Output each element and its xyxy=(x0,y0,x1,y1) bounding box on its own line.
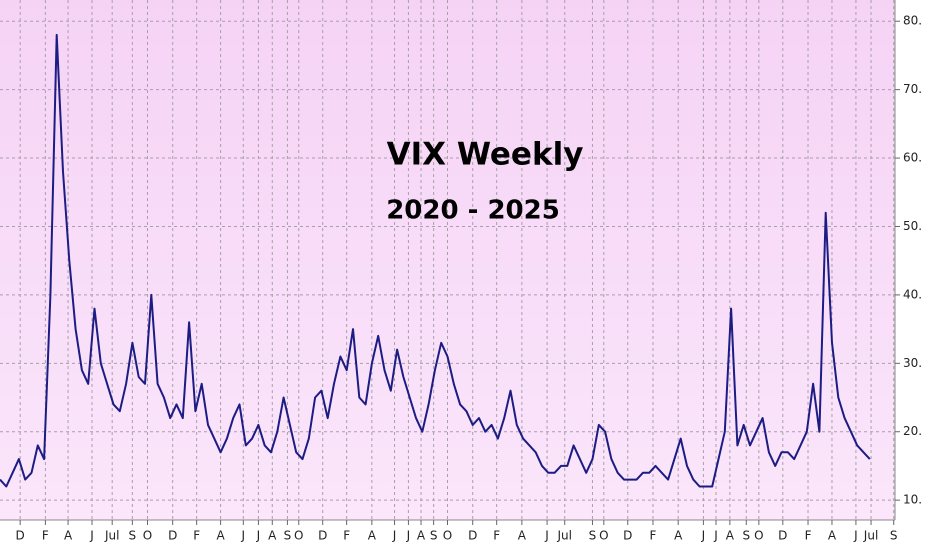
x-tick-label: A xyxy=(726,529,735,543)
y-tick-label: 30. xyxy=(903,356,922,370)
x-tick-label: S xyxy=(589,529,597,543)
y-tick-label: 60. xyxy=(903,151,922,165)
x-tick-label: A xyxy=(216,529,225,543)
y-tick-label: 80. xyxy=(903,14,922,28)
x-tick-label: S xyxy=(284,529,292,543)
x-tick-label: S xyxy=(129,529,137,543)
x-tick-label: Jul xyxy=(863,529,878,543)
x-tick-label: S xyxy=(430,529,438,543)
x-tick-label: A xyxy=(674,529,683,543)
x-tick-label: A xyxy=(268,529,277,543)
x-tick-label: O xyxy=(294,529,303,543)
y-tick-label: 50. xyxy=(903,219,922,233)
x-tick-label: F xyxy=(805,529,812,543)
x-tick-label: F xyxy=(42,529,49,543)
x-tick-label: D xyxy=(778,529,787,543)
chart-title: VIX Weekly xyxy=(387,137,584,173)
x-tick-label: F xyxy=(193,529,200,543)
x-tick-label: D xyxy=(468,529,477,543)
x-tick-label: O xyxy=(143,529,152,543)
x-tick-label: D xyxy=(318,529,327,543)
y-tick-label: 70. xyxy=(903,82,922,96)
x-tick-label: F xyxy=(493,529,500,543)
x-tick-label: Jul xyxy=(104,529,119,543)
x-tick-label: A xyxy=(828,529,837,543)
x-tick-label: O xyxy=(599,529,608,543)
x-tick-label: J xyxy=(701,529,706,543)
data-line xyxy=(0,33,871,488)
x-tick-label: J xyxy=(89,529,94,543)
x-tick-label: F xyxy=(650,529,657,543)
x-tick-label: J xyxy=(544,529,549,543)
y-tick-label: 40. xyxy=(903,287,922,301)
x-tick-label: Jul xyxy=(556,529,571,543)
x-tick-label: A xyxy=(368,529,377,543)
x-tick-label: A xyxy=(518,529,527,543)
x-tick-label: S xyxy=(742,529,750,543)
chart-subtitle: 2020 - 2025 xyxy=(386,196,560,226)
y-tick-label: 10. xyxy=(903,493,922,507)
x-tick-label: O xyxy=(443,529,452,543)
x-tick-label: J xyxy=(256,529,261,543)
x-tick-label: D xyxy=(623,529,632,543)
x-tick-label: O xyxy=(754,529,763,543)
x-tick-label: J xyxy=(853,529,858,543)
x-tick-label: F xyxy=(343,529,350,543)
x-tick-label: S xyxy=(890,529,898,543)
y-tick-label: 20. xyxy=(903,424,922,438)
x-tick-label: D xyxy=(168,529,177,543)
x-tick-label: A xyxy=(64,529,73,543)
x-tick-label: J xyxy=(392,529,397,543)
x-tick-label: J xyxy=(406,529,411,543)
x-tick-label: J xyxy=(713,529,718,543)
x-tick-label: D xyxy=(16,529,25,543)
x-tick-label: A xyxy=(417,529,426,543)
x-tick-label: J xyxy=(241,529,246,543)
